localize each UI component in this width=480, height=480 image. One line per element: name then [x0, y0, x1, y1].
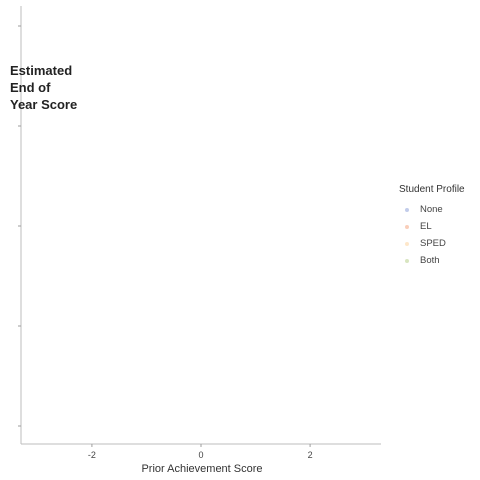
x-tick-label: -2 — [88, 450, 96, 460]
legend-label-el: EL — [420, 221, 432, 232]
legend-item-both: Both — [399, 252, 479, 269]
x-tick-label: 0 — [198, 450, 203, 460]
legend-item-el: EL — [399, 218, 479, 235]
legend-key-sped-icon — [405, 241, 409, 246]
y-axis-title: Estimated End of Year Score — [10, 62, 100, 113]
y-axis-title-line-3: Year Score — [10, 97, 78, 112]
legend-item-none: None — [399, 201, 479, 218]
legend-key-both-icon — [405, 258, 409, 263]
legend-item-sped: SPED — [399, 235, 479, 252]
x-axis-ticks: -2 0 2 — [88, 444, 313, 460]
legend-title: Student Profile — [399, 184, 465, 195]
y-axis-title-line-1: Estimated — [10, 63, 73, 78]
x-tick-label: 2 — [308, 450, 313, 460]
x-axis-title: Prior Achievement Score — [141, 463, 262, 475]
y-axis-ticks — [18, 25, 21, 427]
y-axis-title-line-2: End of — [10, 80, 51, 95]
legend-key-none-icon — [405, 207, 409, 212]
legend-label-sped: SPED — [420, 238, 446, 249]
legend-key-el-icon — [405, 224, 409, 229]
legend-label-both: Both — [420, 255, 440, 266]
legend: Student Profile None EL SPED Both — [399, 184, 479, 269]
legend-label-none: None — [420, 204, 443, 215]
